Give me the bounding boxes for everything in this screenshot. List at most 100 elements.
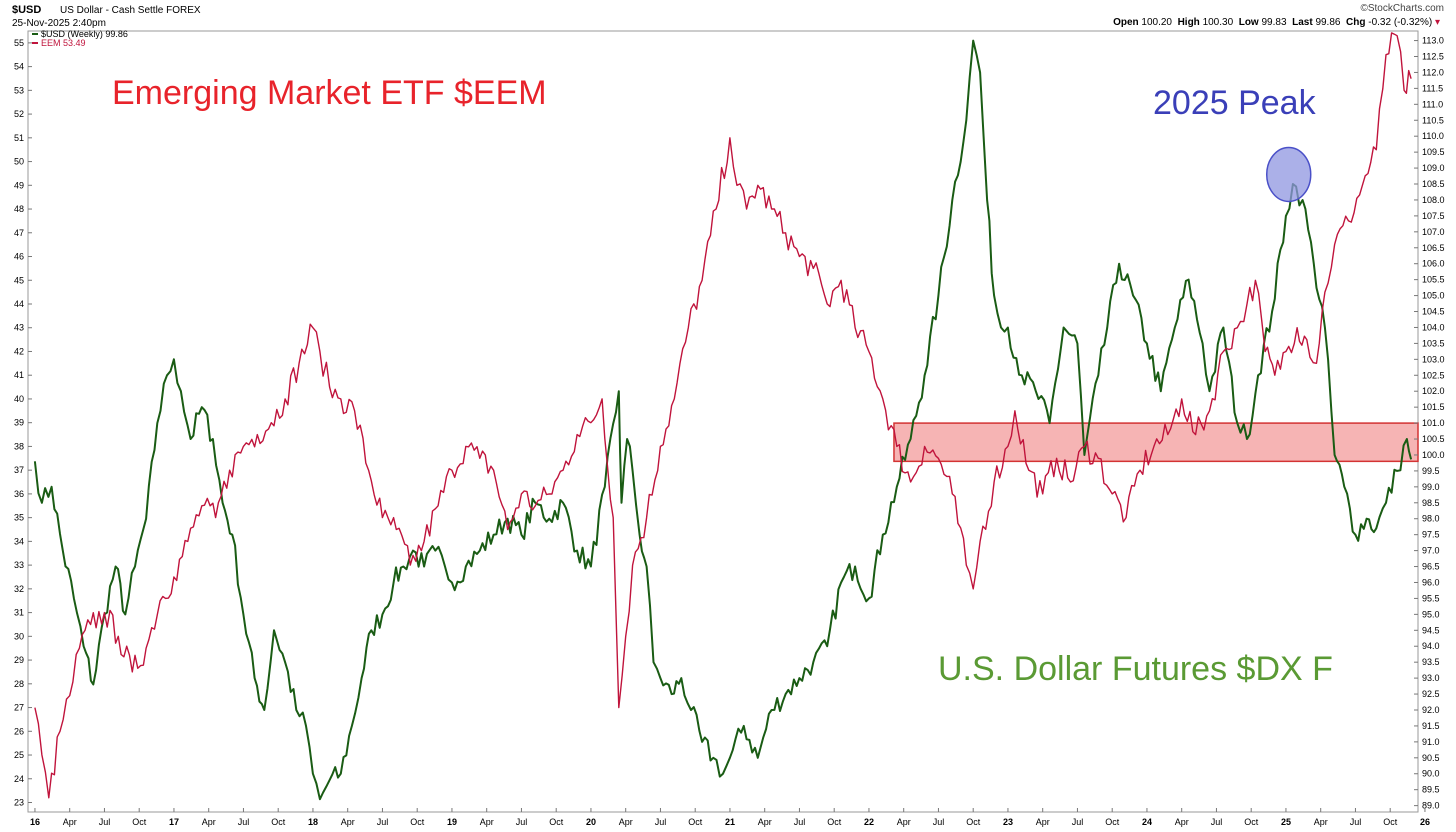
left-tick-label: 52 <box>14 109 24 119</box>
left-tick-label: 31 <box>14 608 24 618</box>
right-tick-label: 111.0 <box>1422 99 1443 109</box>
x-tick-label: Oct <box>549 817 564 827</box>
high-value: 100.30 <box>1202 17 1234 28</box>
right-tick-label: 97.0 <box>1422 546 1440 556</box>
quote-summary: Open 100.20 High 100.30 Low 99.83 Last 9… <box>1113 17 1440 28</box>
right-tick-label: 102.0 <box>1422 386 1445 396</box>
right-tick-label: 106.0 <box>1422 259 1445 269</box>
right-tick-label: 103.0 <box>1422 354 1445 364</box>
left-tick-label: 25 <box>14 750 24 760</box>
x-tick-label: 18 <box>308 817 318 827</box>
x-tick-label: 23 <box>1003 817 1013 827</box>
left-tick-label: 34 <box>14 536 24 546</box>
left-tick-label: 44 <box>14 299 24 309</box>
x-tick-label: Jul <box>794 817 806 827</box>
x-tick-label: Oct <box>827 817 842 827</box>
left-tick-label: 36 <box>14 489 24 499</box>
right-axis: 113.0 112.5 112.0 111.5 111.0 110.5 110.0 109.5… <box>1414 36 1445 811</box>
stockcharts-brand[interactable]: ©StockCharts.com <box>1360 3 1444 14</box>
x-tick-label: Apr <box>480 817 494 827</box>
x-tick-label: 20 <box>586 817 596 827</box>
left-tick-label: 24 <box>14 774 24 784</box>
series-layer <box>33 32 1413 801</box>
right-tick-label: 93.5 <box>1422 657 1440 667</box>
left-tick-label: 33 <box>14 560 24 570</box>
chart-datetime: 25-Nov-2025 2:40pm <box>12 18 106 29</box>
high-label: High <box>1177 17 1200 28</box>
right-tick-label: 108.5 <box>1422 179 1445 189</box>
right-tick-label: 94.0 <box>1422 641 1440 651</box>
right-tick-label: 90.5 <box>1422 753 1440 763</box>
eem-series-line <box>34 32 1412 799</box>
x-tick-label: Apr <box>897 817 911 827</box>
x-tick-label: Oct <box>1105 817 1120 827</box>
chart-annotations: Emerging Market ETF $EEM 2025 Peak U.S. Do… <box>112 74 1333 688</box>
x-tick-label: Oct <box>410 817 425 827</box>
legend-label: $USD (Weekly) 99.86 <box>41 29 128 39</box>
x-tick-label: 21 <box>725 817 735 827</box>
x-tick-label: Jul <box>655 817 667 827</box>
x-tick-label: Apr <box>1175 817 1189 827</box>
right-tick-label: 100.0 <box>1422 450 1445 460</box>
chg-value: -0.32 (-0.32%) <box>1368 17 1433 28</box>
legend-label: EEM 53.49 <box>41 38 86 48</box>
annotation-text: U.S. Dollar Futures $DX F <box>938 650 1333 688</box>
right-tick-label: 90.0 <box>1422 769 1440 779</box>
x-tick-label: Jul <box>933 817 945 827</box>
chg-label: Chg <box>1346 17 1366 28</box>
right-tick-label: 105.0 <box>1422 291 1445 301</box>
left-tick-label: 28 <box>14 679 24 689</box>
left-tick-label: 30 <box>14 631 24 641</box>
x-tick-label: 19 <box>447 817 457 827</box>
right-tick-label: 101.0 <box>1422 418 1445 428</box>
x-tick-label: Apr <box>619 817 633 827</box>
right-tick-label: 89.0 <box>1422 801 1440 811</box>
left-tick-label: 37 <box>14 465 24 475</box>
left-tick-label: 46 <box>14 252 24 262</box>
x-tick-label: Apr <box>1036 817 1050 827</box>
right-tick-label: 92.5 <box>1422 689 1440 699</box>
left-tick-label: 53 <box>14 85 24 95</box>
x-tick-label: Oct <box>1244 817 1259 827</box>
right-tick-label: 108.0 <box>1422 195 1445 205</box>
right-tick-label: 91.0 <box>1422 737 1440 747</box>
left-tick-label: 39 <box>14 418 24 428</box>
left-tick-label: 54 <box>14 62 24 72</box>
right-tick-label: 97.5 <box>1422 530 1440 540</box>
chart-symbol: $USD <box>12 4 42 16</box>
x-tick-label: Oct <box>966 817 981 827</box>
right-tick-label: 110.0 <box>1422 131 1444 141</box>
right-tick-label: 107.5 <box>1422 211 1445 221</box>
right-tick-label: 110.5 <box>1422 115 1444 125</box>
peak-marker-layer <box>1265 146 1312 203</box>
left-tick-label: 38 <box>14 441 24 451</box>
left-tick-label: 42 <box>14 346 24 356</box>
left-tick-label: 40 <box>14 394 24 404</box>
x-axis: 16 Apr Jul Oct 17 Apr Jul Oct 18 Apr Jul Oct 19 Apr Ju… <box>30 808 1430 827</box>
x-tick-label: Jul <box>1211 817 1223 827</box>
right-tick-label: 102.5 <box>1422 370 1445 380</box>
left-tick-label: 29 <box>14 655 24 665</box>
right-tick-label: 91.5 <box>1422 721 1440 731</box>
left-tick-label: 32 <box>14 584 24 594</box>
x-tick-label: 22 <box>864 817 874 827</box>
left-tick-label: 49 <box>14 180 24 190</box>
x-tick-label: 25 <box>1281 817 1291 827</box>
x-tick-label: Jul <box>1072 817 1084 827</box>
right-tick-label: 107.0 <box>1422 227 1445 237</box>
right-tick-label: 99.0 <box>1422 482 1440 492</box>
x-tick-label: 16 <box>30 817 40 827</box>
annotation-text: Emerging Market ETF $EEM <box>112 74 547 112</box>
left-tick-label: 41 <box>14 370 24 380</box>
right-tick-label: 95.5 <box>1422 593 1440 603</box>
x-tick-label: Jul <box>1350 817 1362 827</box>
peak-marker-ellipse <box>1265 146 1312 203</box>
x-tick-label: Oct <box>1383 817 1398 827</box>
left-tick-label: 26 <box>14 726 24 736</box>
right-tick-label: 96.5 <box>1422 562 1440 572</box>
right-tick-label: 100.5 <box>1422 434 1445 444</box>
right-tick-label: 98.0 <box>1422 514 1440 524</box>
last-label: Last <box>1292 17 1313 28</box>
